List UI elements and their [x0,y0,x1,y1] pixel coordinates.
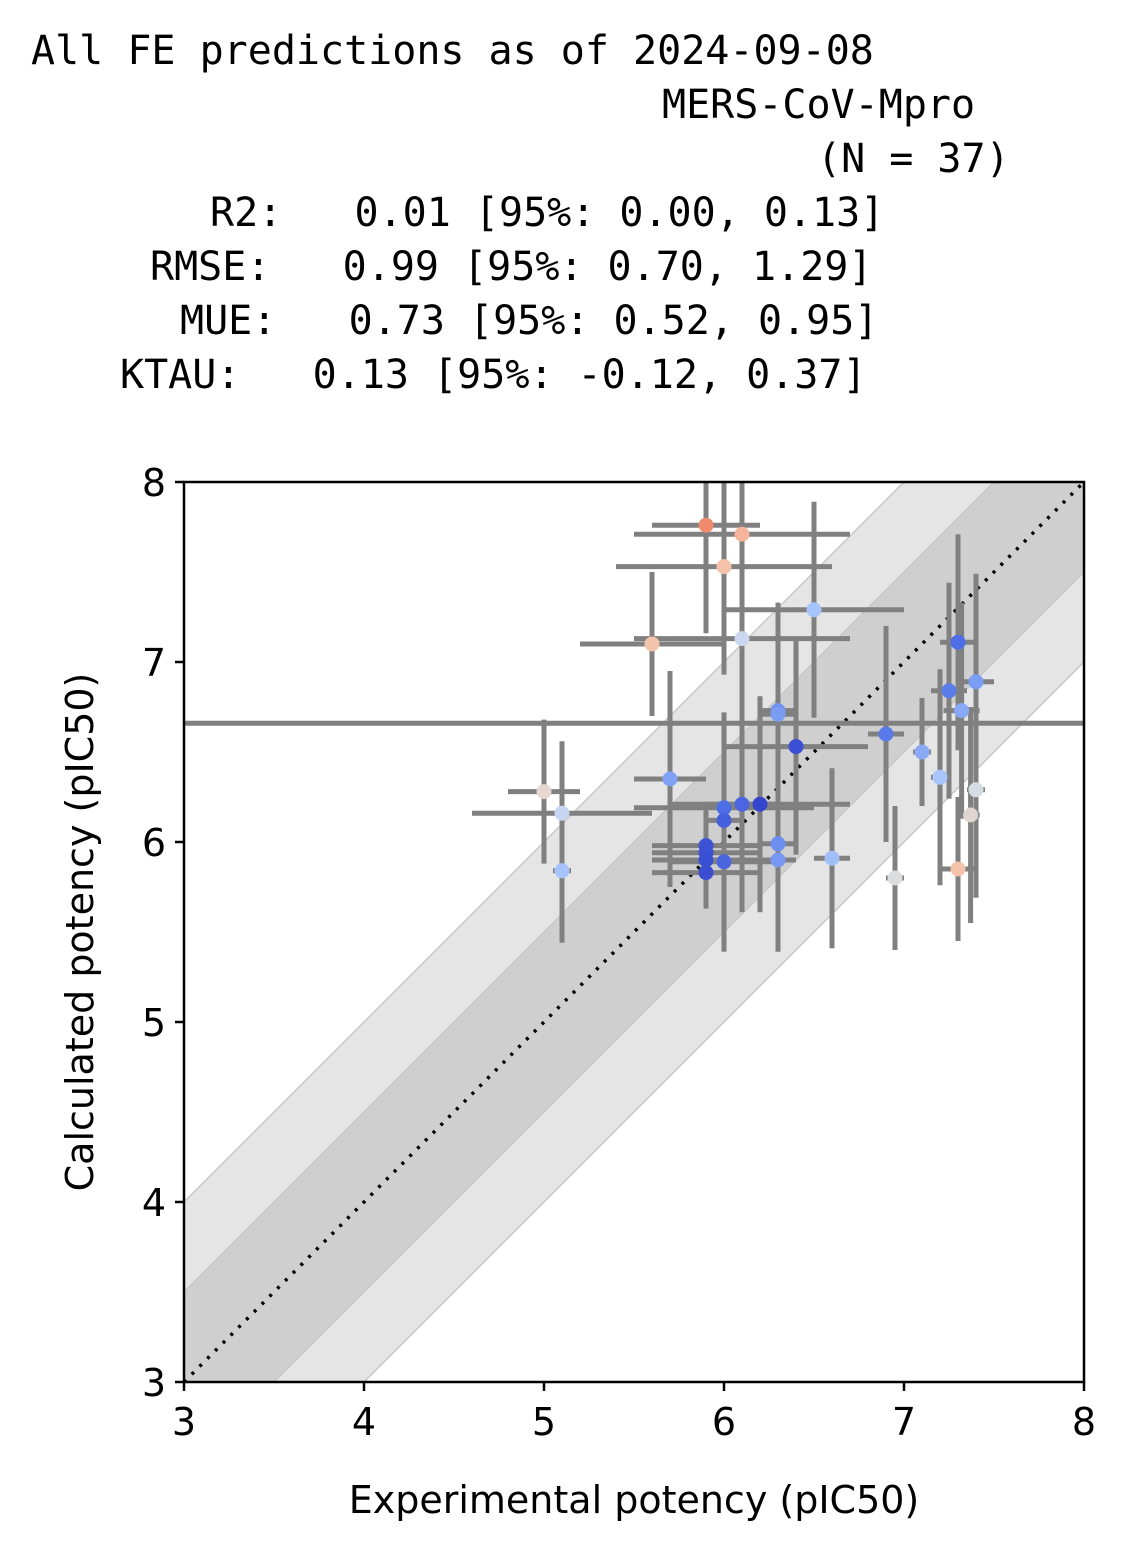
data-point [734,631,750,647]
y-tick-label: 3 [142,1361,166,1405]
data-point [554,863,570,879]
data-point [887,870,903,886]
data-point [941,683,957,699]
data-point [716,812,732,828]
y-tick-label: 7 [142,641,166,685]
confidence-bands [184,482,1084,1382]
data-point [824,850,840,866]
data-point [734,796,750,812]
data-point [716,800,732,816]
data-point [968,782,984,798]
data-point [806,602,822,618]
data-point [770,706,786,722]
x-tick-label: 6 [712,1400,736,1444]
x-axis-label: Experimental potency (pIC50) [349,1478,920,1522]
data-point [662,771,678,787]
data-point [716,854,732,870]
data-point [770,852,786,868]
data-point [554,805,570,821]
data-point [770,836,786,852]
title-line-main: All FE predictions as of 2024-09-08 [31,28,874,74]
title-line-mue: MUE: 0.73 [95%: 0.52, 0.95] [180,298,879,344]
x-tick-label: 4 [352,1400,376,1444]
band-0.5 [184,482,1084,1382]
data-point [950,634,966,650]
data-point [788,739,804,755]
data-point [734,526,750,542]
data-point [698,517,714,533]
plot-frame [182,480,1086,1384]
title-line-target: MERS-CoV-Mpro [662,82,976,128]
data-point [878,726,894,742]
y-tick-label: 4 [142,1181,166,1225]
data-point [968,674,984,690]
axis-ticks: 3 4 5 6 7 8 3 4 5 6 7 8 [142,461,1096,1444]
data-point [698,852,714,868]
data-point [716,559,732,575]
data-point [644,636,660,652]
x-tick-label: 7 [892,1400,916,1444]
y-tick-label: 5 [142,1001,166,1045]
title-line-r2: R2: 0.01 [95%: 0.00, 0.13] [210,190,885,236]
title-line-count: (N = 37) [817,136,1010,182]
data-point [914,744,930,760]
data-point [536,784,552,800]
title-line-ktau: KTAU: 0.13 [95%: -0.12, 0.37] [120,352,867,398]
x-tick-label: 3 [172,1400,196,1444]
data-point [950,861,966,877]
y-tick-label: 8 [142,461,166,505]
data-point [932,769,948,785]
data-point [752,796,768,812]
y-axis-label: Calculated potency (pIC50) [58,673,102,1192]
title-line-rmse: RMSE: 0.99 [95%: 0.70, 1.29] [150,244,873,290]
x-tick-label: 8 [1072,1400,1096,1444]
x-tick-label: 5 [532,1400,556,1444]
y-tick-label: 6 [142,821,166,865]
data-point [954,703,970,719]
data-points [536,517,984,886]
data-point [963,807,979,823]
data-point [698,865,714,881]
